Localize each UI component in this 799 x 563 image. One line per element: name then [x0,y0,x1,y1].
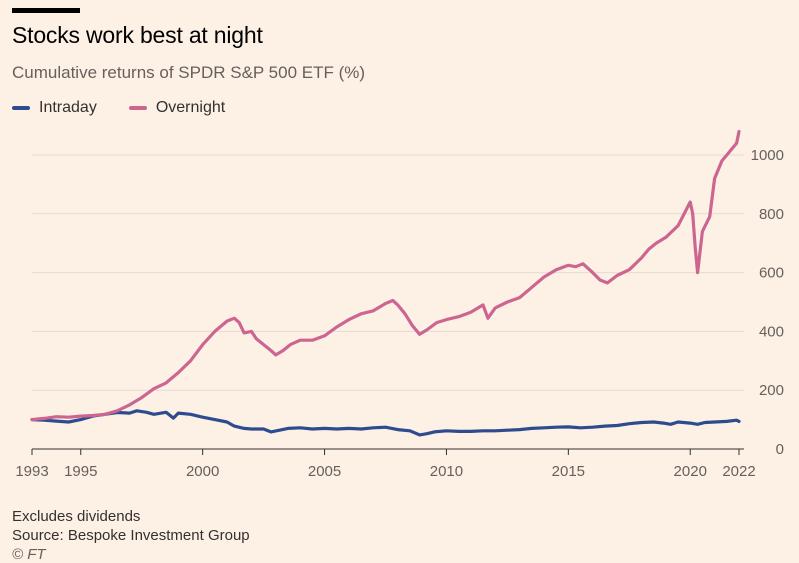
x-tick-label-2010: 2010 [430,463,463,480]
legend-item-overnight: Overnight [128,99,226,117]
chart-subtitle: Cumulative returns of SPDR S&P 500 ETF (… [12,63,366,82]
x-tick-label-2005: 2005 [308,463,341,480]
x-tick-label-2020: 2020 [674,463,707,480]
chart-title: Stocks work best at night [12,22,263,48]
y-tick-label-600: 600 [759,265,784,282]
y-tick-label-200: 200 [759,382,784,399]
y-tick-label-0: 0 [776,441,784,458]
legend-swatch-overnight [128,106,147,110]
x-tick-label-1995: 1995 [64,463,97,480]
legend-label-intraday: Intraday [39,99,97,116]
x-tick-label-2022: 2022 [722,463,755,480]
x-tick-label-2000: 2000 [186,463,219,480]
footnote: Excludes dividends [12,508,141,525]
y-tick-label-800: 800 [759,206,784,223]
x-tick-label-1993: 1993 [15,463,48,480]
y-tick-label-400: 400 [759,323,784,340]
brand-bar [12,8,80,13]
copyright-credit: © FT [12,546,46,563]
x-tick-label-2015: 2015 [552,463,585,480]
legend-item-intraday: Intraday [12,99,97,117]
legend: Intraday Overnight [12,97,257,119]
series-line-intraday [30,409,741,437]
legend-swatch-intraday [12,106,30,110]
source-note: Source: Bespoke Investment Group [12,527,250,544]
series-line-overnight [30,129,741,422]
legend-label-overnight: Overnight [155,99,226,116]
y-tick-label-1000: 1000 [751,147,784,164]
